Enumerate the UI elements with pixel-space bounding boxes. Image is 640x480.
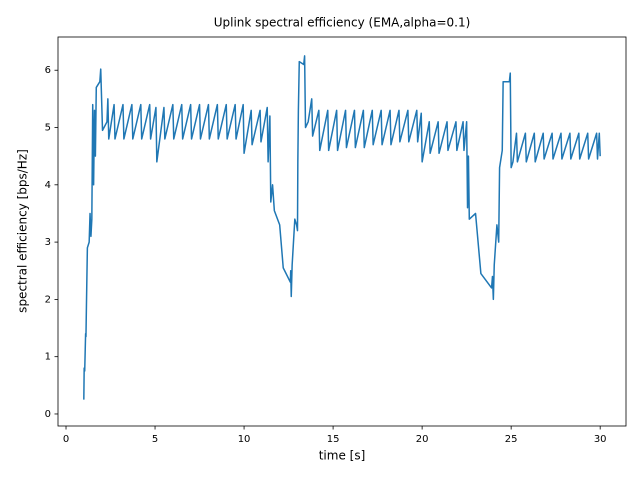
x-axis-label: time [s]	[319, 449, 366, 463]
y-tick-label: 0	[45, 409, 51, 420]
x-tick-label: 25	[505, 434, 518, 445]
y-tick-label: 3	[45, 237, 51, 248]
x-tick-label: 5	[152, 434, 158, 445]
plot-frame	[57, 36, 627, 427]
x-tick-label: 30	[594, 434, 607, 445]
chart-title: Uplink spectral efficiency (EMA,alpha=0.…	[214, 16, 471, 30]
y-tick-label: 2	[45, 294, 51, 305]
x-tick-label: 10	[238, 434, 251, 445]
x-tick-label: 0	[63, 434, 69, 445]
y-tick-label: 6	[45, 65, 51, 76]
x-tick-label: 15	[327, 434, 340, 445]
y-axis-label: spectral efficiency [bps/Hz]	[16, 149, 30, 313]
y-tick-label: 4	[45, 180, 51, 191]
data-line	[83, 55, 601, 400]
y-tick-label: 5	[45, 123, 51, 134]
x-tick-label: 20	[416, 434, 429, 445]
y-tick-label: 1	[45, 352, 51, 363]
